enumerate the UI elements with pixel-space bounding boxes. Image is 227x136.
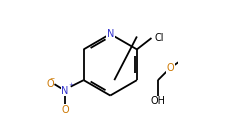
Text: +: + bbox=[69, 82, 74, 87]
Text: Cl: Cl bbox=[155, 33, 164, 43]
Text: O: O bbox=[61, 105, 69, 115]
Text: O: O bbox=[46, 79, 54, 89]
Text: N: N bbox=[61, 86, 69, 96]
Text: OH: OH bbox=[151, 96, 165, 106]
Text: −: − bbox=[50, 76, 55, 81]
Text: O: O bbox=[166, 63, 174, 73]
Text: N: N bbox=[106, 29, 114, 39]
